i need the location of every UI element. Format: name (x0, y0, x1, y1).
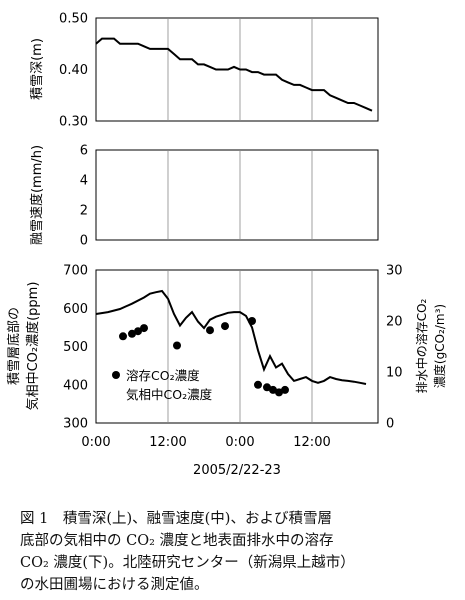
co2-plot-frame (95, 269, 379, 424)
dissolved-co2-point-1 (128, 329, 136, 338)
co2-right-y-axis-label-line1: 排水中の溶存CO₂ (414, 298, 429, 393)
snow-depth-y-ticks: 0.30 0.40 0.50 (59, 12, 88, 130)
dissolved-co2-point-4 (173, 341, 181, 350)
caption-line-4: の水田圃場における測定値。 (20, 577, 209, 593)
caption-line-1: 図 1 積雪深(上)、融雪速度(中)、および積雪層 (20, 511, 332, 527)
y2-tick-label-3-1: 10 (386, 366, 403, 381)
co2-left-y-axis-label-line1: 積雪層底部の (6, 307, 22, 385)
snow-depth-plot-frame (95, 17, 379, 122)
dissolved-co2-point-9 (263, 383, 271, 392)
co2-series (95, 289, 367, 397)
legend-dissolved-co2-label: 溶存CO₂濃度 (126, 368, 200, 383)
legend-dissolved-co2-marker (112, 371, 120, 379)
co2-panel: 300 400 500 600 700 0 10 20 30 積雪層底部の 気相中CO₂濃度(… (6, 264, 447, 432)
legend: 溶存CO₂濃度 気相中CO₂濃度 (112, 368, 213, 402)
y-tick-label-1-2: 0.50 (59, 12, 88, 27)
snow-depth-line (95, 37, 373, 112)
snow-depth-y-axis-label: 積雪深(m) (30, 38, 45, 100)
y-tick-label-2-1: 2 (80, 204, 88, 219)
melt-rate-plot-frame (95, 149, 379, 241)
co2-right-y-ticks: 0 10 20 30 (386, 264, 403, 432)
y-tick-label-3-4: 700 (63, 264, 88, 279)
x-tick-label-0: 0:00 (81, 435, 110, 450)
x-tick-label-1: 12:00 (149, 435, 186, 450)
dissolved-co2-point-10 (269, 385, 277, 394)
dissolved-co2-point-0 (119, 332, 127, 341)
y-tick-label-2-3: 6 (80, 144, 88, 159)
dissolved-co2-point-8 (254, 380, 262, 389)
snow-depth-series (95, 37, 373, 112)
time-axis-ticks: 0:00 12:00 0:00 12:00 (81, 435, 330, 450)
y-tick-label-1-1: 0.40 (59, 63, 88, 78)
y-tick-label-1-0: 0.30 (59, 115, 88, 130)
dissolved-co2-point-2 (134, 327, 142, 336)
dissolved-co2-point-5 (206, 326, 214, 335)
melt-rate-y-axis-label: 融雪速度(mm/h) (29, 145, 45, 245)
y-tick-label-2-2: 4 (80, 174, 88, 189)
dissolved-co2-point-6 (221, 322, 229, 331)
melt-rate-y-ticks: 0 2 4 6 (80, 144, 88, 249)
dissolved-co2-point-12 (281, 385, 289, 394)
y-tick-label-3-0: 300 (63, 417, 88, 432)
figure-caption: 図 1 積雪深(上)、融雪速度(中)、および積雪層 底部の気相中の CO₂ 濃度… (20, 508, 450, 596)
dissolved-co2-point-7 (248, 317, 256, 325)
y-tick-label-3-3: 600 (63, 302, 88, 317)
y-tick-label-3-2: 500 (63, 340, 88, 355)
snow-depth-panel: 0.30 0.40 0.50 積雪深(m) (30, 12, 379, 130)
legend-gas-co2-label: 気相中CO₂濃度 (126, 387, 213, 402)
x-tick-label-2: 0:00 (225, 435, 254, 450)
melt-rate-panel: 0 2 4 6 融雪速度(mm/h) (29, 144, 379, 249)
y2-tick-label-3-0: 0 (386, 417, 394, 432)
caption-line-3: CO₂ 濃度(下)。北陸研究センター（新潟県上越市） (20, 555, 355, 571)
co2-left-y-axis-label-line2: 気相中CO₂濃度(ppm) (25, 282, 41, 411)
date-axis-label: 2005/2/22-23 (193, 463, 281, 478)
co2-left-y-ticks: 300 400 500 600 700 (63, 264, 88, 432)
dissolved-co2-point-3 (140, 324, 148, 333)
co2-right-y-axis-label-line2: 濃度(gCO₂/m³) (432, 304, 447, 388)
melt-rate-gridlines (167, 150, 313, 240)
dissolved-co2-point-11 (275, 388, 283, 397)
y2-tick-label-3-2: 20 (386, 315, 403, 330)
y2-tick-label-3-3: 30 (386, 264, 403, 279)
x-tick-label-3: 12:00 (293, 435, 330, 450)
caption-line-2: 底部の気相中の CO₂ 濃度と地表面排水中の溶存 (20, 533, 334, 549)
y-tick-label-2-0: 0 (80, 234, 88, 249)
gas-co2-line (95, 289, 367, 385)
y-tick-label-3-1: 400 (63, 378, 88, 393)
co2-gridlines (167, 270, 313, 423)
